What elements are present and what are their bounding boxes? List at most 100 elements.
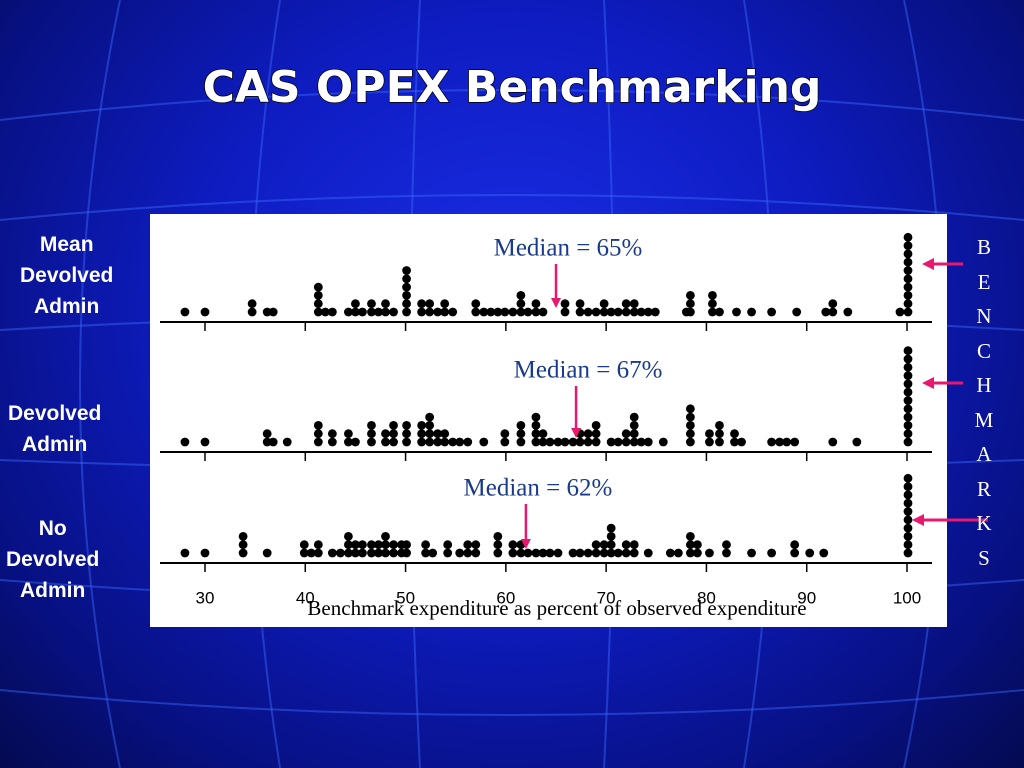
dot <box>313 421 323 430</box>
dot <box>621 548 631 558</box>
dot <box>463 540 473 550</box>
dot <box>599 299 609 309</box>
dot <box>313 429 323 439</box>
dot <box>531 437 541 447</box>
dot <box>560 307 570 317</box>
dot <box>606 523 616 533</box>
dot <box>440 437 450 447</box>
dot <box>268 307 278 317</box>
dot <box>344 540 353 550</box>
dot <box>180 307 190 317</box>
dot <box>247 307 257 317</box>
median-arrowhead <box>571 428 582 438</box>
dot <box>545 548 555 558</box>
dot <box>621 307 631 317</box>
dot <box>417 421 427 430</box>
dot <box>389 437 398 447</box>
x-tick-label: 50 <box>396 588 415 607</box>
dot <box>903 421 913 430</box>
dot <box>402 429 411 439</box>
dot <box>629 540 639 550</box>
dot <box>685 429 695 439</box>
x-tick-label: 30 <box>196 588 215 607</box>
dot <box>421 540 431 550</box>
dot <box>402 266 411 275</box>
dot <box>344 429 353 439</box>
dot <box>516 421 526 430</box>
dot <box>306 548 316 558</box>
dot <box>516 429 526 439</box>
dot <box>389 307 398 317</box>
dot <box>493 307 503 317</box>
dot <box>903 507 913 516</box>
dot <box>685 307 695 317</box>
dot <box>903 241 913 251</box>
dot <box>471 299 481 309</box>
dot <box>417 307 427 317</box>
dot <box>531 412 541 422</box>
dot <box>389 540 398 550</box>
dot <box>693 540 702 550</box>
x-tick-label: 80 <box>697 588 716 607</box>
dot <box>685 532 695 541</box>
dot <box>479 307 489 317</box>
dot <box>767 548 777 558</box>
dot <box>327 437 337 447</box>
dot <box>599 307 609 317</box>
dot <box>591 540 601 550</box>
dot <box>313 540 323 550</box>
dot <box>903 515 913 525</box>
dot <box>715 421 724 430</box>
dot <box>417 437 427 447</box>
dot <box>516 437 526 447</box>
dot <box>730 429 739 439</box>
dot <box>903 346 913 356</box>
dot <box>685 421 695 430</box>
dot <box>440 299 450 309</box>
dot <box>715 437 724 447</box>
dot <box>606 532 616 541</box>
dot <box>903 523 913 533</box>
dot <box>471 540 481 550</box>
dot <box>516 291 526 300</box>
dot <box>486 307 496 317</box>
dot <box>747 548 756 558</box>
dot <box>327 307 337 317</box>
dot <box>200 437 210 447</box>
dot <box>903 387 913 397</box>
dot <box>402 421 411 430</box>
dot <box>903 532 913 541</box>
dot <box>508 548 518 558</box>
dot <box>358 548 367 558</box>
dot <box>583 429 593 439</box>
dot <box>903 291 913 300</box>
dot <box>903 266 913 275</box>
panel-label: Devolved Admin <box>8 402 102 456</box>
dot <box>606 307 616 317</box>
plot-area <box>150 214 947 627</box>
side-label: BENCHMARKS <box>974 235 994 570</box>
dot <box>389 429 398 439</box>
dot <box>790 437 800 447</box>
dot <box>471 307 481 317</box>
dot <box>650 307 660 317</box>
dot <box>685 548 695 558</box>
x-tick-label: 40 <box>296 588 315 607</box>
dot <box>828 299 838 309</box>
dot <box>538 548 548 558</box>
dot <box>381 307 390 317</box>
dot <box>643 437 653 447</box>
dot <box>344 307 353 317</box>
dot <box>493 548 503 558</box>
dot <box>493 540 503 550</box>
dot <box>402 540 411 550</box>
dot <box>433 429 443 439</box>
dot <box>313 437 323 447</box>
dot <box>591 429 601 439</box>
dot <box>351 307 360 317</box>
dot <box>606 437 616 447</box>
dot <box>775 437 785 447</box>
dot <box>553 548 563 558</box>
dot <box>455 548 465 558</box>
dot <box>903 429 913 439</box>
